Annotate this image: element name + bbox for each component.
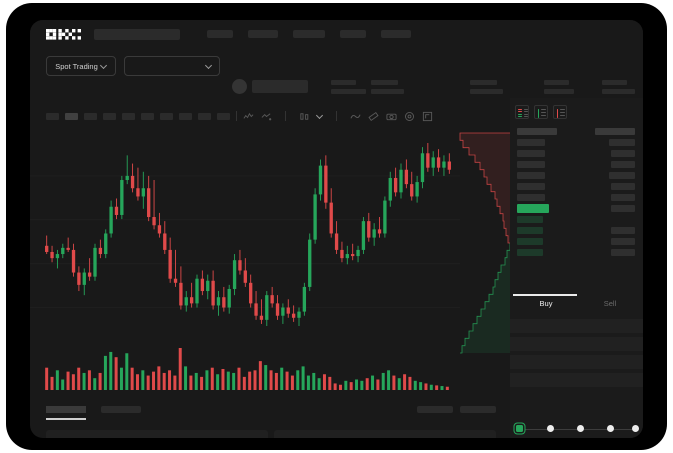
bottom-tab-bar xyxy=(30,402,510,424)
ticker-stat-4 xyxy=(602,80,635,94)
step-dot-5[interactable] xyxy=(632,425,639,432)
bottom-panels xyxy=(30,430,643,438)
chart-type-icon[interactable] xyxy=(299,111,310,122)
timeframe-1[interactable] xyxy=(65,112,78,120)
orderbook-bid-row[interactable] xyxy=(510,247,643,258)
timeframe-9[interactable] xyxy=(217,112,230,120)
tablet-device-frame: Spot Trading xyxy=(6,3,667,450)
ticker-stat-0 xyxy=(331,80,366,94)
timeframe-8[interactable] xyxy=(198,112,211,120)
pair-ticker-row: Spot Trading xyxy=(30,48,643,84)
orderbook-ask-row[interactable] xyxy=(510,181,643,192)
volume-histogram xyxy=(45,348,449,390)
order-form-field-3[interactable] xyxy=(510,373,643,387)
orderbook-ask-row[interactable] xyxy=(510,137,643,148)
indicator-icon[interactable] xyxy=(243,111,254,122)
timeframe-4[interactable] xyxy=(122,112,135,120)
orderbook-both-icon[interactable] xyxy=(515,105,529,119)
step-indicator xyxy=(514,423,640,435)
ticker-stat-3 xyxy=(544,80,574,94)
nav-item-2[interactable] xyxy=(293,30,325,38)
nav-item-0[interactable] xyxy=(207,30,233,38)
orderbook-header-row xyxy=(510,126,643,137)
fullscreen-icon[interactable] xyxy=(422,111,433,122)
bottom-panel-1[interactable] xyxy=(274,430,496,438)
timeframe-2[interactable] xyxy=(84,112,97,120)
trading-mode-label: Spot Trading xyxy=(55,61,98,71)
nav-item-3[interactable] xyxy=(340,30,366,38)
orderbook-last-price-row xyxy=(510,203,643,214)
pair-name-label xyxy=(252,80,308,93)
chart-toolbar xyxy=(30,105,643,127)
bottom-tab-active-underline xyxy=(46,418,86,420)
top-navigation-bar xyxy=(30,20,643,48)
pair-select-dropdown[interactable] xyxy=(124,56,220,76)
orderbook-mode-group xyxy=(510,98,643,119)
buy-tab-active-underline xyxy=(513,294,577,296)
orderbook-asks-icon[interactable] xyxy=(553,105,567,119)
step-dot-1[interactable] xyxy=(516,425,523,432)
buy-sell-tabs: Buy Sell xyxy=(510,294,643,316)
market-depth-overlay xyxy=(459,132,510,354)
step-dot-2[interactable] xyxy=(547,425,554,432)
nav-menu xyxy=(207,30,411,38)
chevron-down-icon[interactable] xyxy=(317,113,323,119)
timeframe-7[interactable] xyxy=(179,112,192,120)
toolbar-divider xyxy=(336,111,337,121)
orderbook-sidebar: Buy Sell xyxy=(510,98,643,438)
ticker-stat-2 xyxy=(470,80,503,94)
orderbook-ask-row[interactable] xyxy=(510,192,643,203)
order-form-fields xyxy=(510,319,643,391)
order-form-field-2[interactable] xyxy=(510,355,643,369)
orderbook-ask-row[interactable] xyxy=(510,148,643,159)
order-form-field-0[interactable] xyxy=(510,319,643,333)
step-dot-3[interactable] xyxy=(577,425,584,432)
compare-icon[interactable] xyxy=(261,111,272,122)
toolbar-divider xyxy=(285,111,286,121)
ticker-stat-1 xyxy=(371,80,404,94)
nav-item-1[interactable] xyxy=(248,30,278,38)
search-input[interactable] xyxy=(94,28,180,40)
timeframe-6[interactable] xyxy=(160,112,173,120)
orderbook-bid-row[interactable] xyxy=(510,214,643,225)
line-chart-icon[interactable] xyxy=(350,111,361,122)
tab-buy[interactable]: Buy xyxy=(539,299,553,308)
orderbook-rows xyxy=(510,126,643,258)
chart-tools-group xyxy=(243,111,433,122)
bottom-tab-1[interactable] xyxy=(101,406,141,413)
settings-icon[interactable] xyxy=(404,111,415,122)
coin-avatar-icon xyxy=(232,79,247,94)
chevron-down-icon xyxy=(101,63,107,69)
tab-sell[interactable]: Sell xyxy=(603,299,617,308)
trading-mode-selector[interactable]: Spot Trading xyxy=(46,56,116,76)
orderbook-bids-icon[interactable] xyxy=(534,105,548,119)
timeframe-3[interactable] xyxy=(103,112,116,120)
orderbook-ask-row[interactable] xyxy=(510,170,643,181)
timeframe-group xyxy=(46,112,230,120)
step-dot-4[interactable] xyxy=(607,425,614,432)
order-form-field-1[interactable] xyxy=(510,337,643,351)
candlestick-chart[interactable] xyxy=(30,127,460,340)
timeframe-0[interactable] xyxy=(46,112,59,120)
toolbar-divider xyxy=(236,111,237,121)
okx-logo-icon[interactable] xyxy=(46,28,84,40)
ruler-icon[interactable] xyxy=(368,111,379,122)
bottom-action-1[interactable] xyxy=(460,406,496,413)
bottom-tab-0[interactable] xyxy=(46,406,86,413)
bottom-panel-0[interactable] xyxy=(46,430,268,438)
timeframe-5[interactable] xyxy=(141,112,154,120)
camera-icon[interactable] xyxy=(386,111,397,122)
chevron-down-icon xyxy=(206,63,212,69)
orderbook-ask-row[interactable] xyxy=(510,159,643,170)
app-screen: Spot Trading xyxy=(30,20,643,438)
orderbook-bid-row[interactable] xyxy=(510,225,643,236)
orderbook-bid-row[interactable] xyxy=(510,236,643,247)
nav-item-4[interactable] xyxy=(381,30,411,38)
bottom-action-0[interactable] xyxy=(417,406,453,413)
